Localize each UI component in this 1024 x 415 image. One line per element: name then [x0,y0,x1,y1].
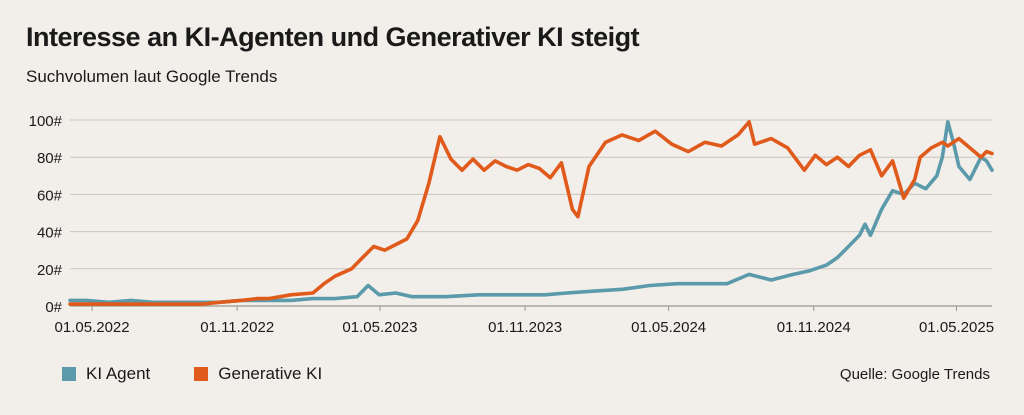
y-tick-label: 100# [29,113,63,130]
y-tick-label: 60# [37,187,63,204]
legend-label-ki-agent: KI Agent [86,364,151,383]
legend: KI Agent Generative KI [62,364,322,384]
source-note: Quelle: Google Trends [839,366,990,383]
legend-label-generative-ki: Generative KI [218,364,323,383]
series-lines [68,120,994,306]
y-tick-label: 40# [37,225,63,242]
chart-title: Interesse an KI-Agenten und Generativer … [26,22,640,52]
legend-item-ki-agent: KI Agent [62,364,150,384]
x-tick-label: 01.11.2023 [488,319,562,336]
series-line-generative-ki [68,120,994,306]
y-tick-label: 80# [37,150,63,167]
legend-item-generative-ki: Generative KI [194,364,322,384]
x-axis-ticks: 01.05.2022 01.11.2022 01.05.2023 01.11.2023… [55,306,994,336]
y-tick-label: 0# [45,299,62,316]
x-tick-label: 01.05.2022 [55,319,130,336]
y-axis-ticks: 0# 20# 40# 60# 80# 100# [29,113,63,316]
grid [70,119,992,307]
x-tick-label: 01.11.2024 [777,319,851,336]
chart-subtitle: Suchvolumen laut Google Trends [26,67,278,86]
x-tick-label: 01.05.2023 [342,319,417,336]
x-tick-label: 01.05.2025 [919,319,994,336]
x-tick-label: 01.11.2022 [200,319,274,336]
x-tick-label: 01.05.2024 [631,319,706,336]
y-tick-label: 20# [37,262,63,279]
series-line-ki-agent [68,120,994,305]
legend-swatch-ki-agent [62,367,76,381]
legend-swatch-generative-ki [194,367,209,381]
